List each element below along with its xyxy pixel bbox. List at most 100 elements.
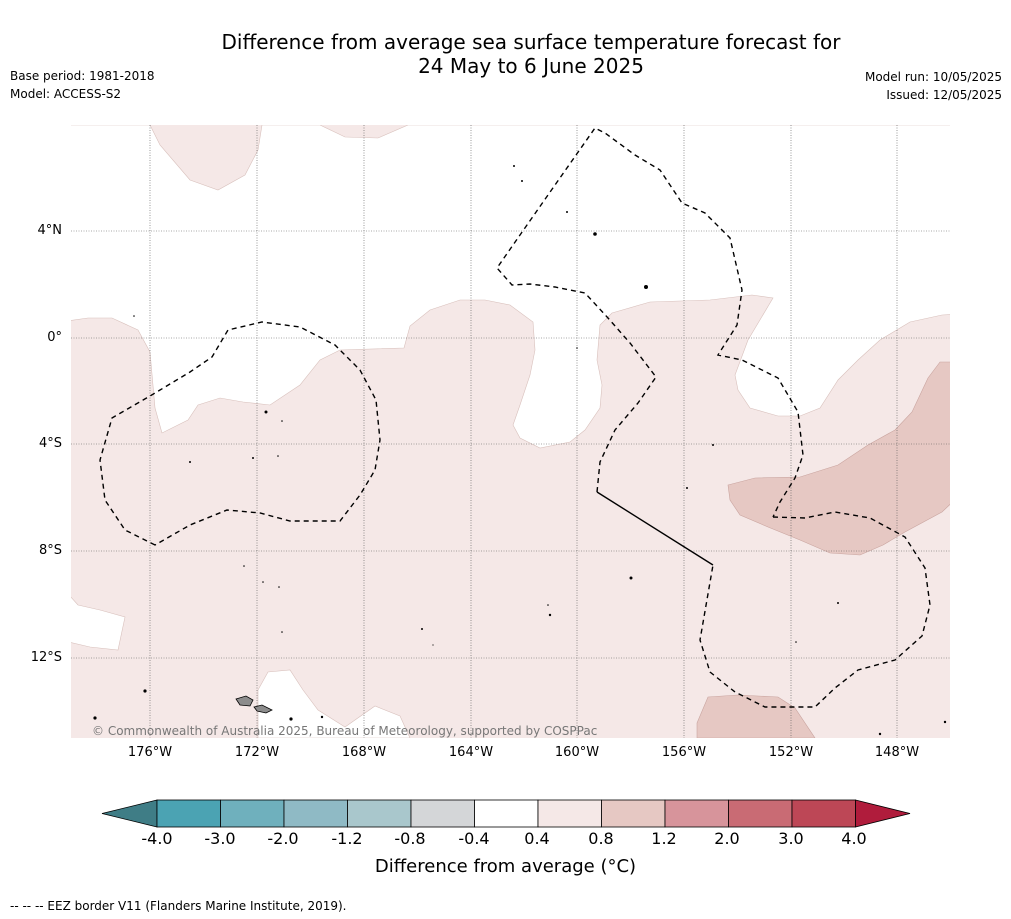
eez-border-line-islands xyxy=(496,127,804,518)
atoll-marker xyxy=(320,715,324,719)
colorbar-tick-label: 4.0 xyxy=(841,829,867,848)
colorbar-segments xyxy=(101,799,911,828)
colorbar-tick-label: 0.4 xyxy=(524,829,550,848)
colorbar-segment xyxy=(474,799,539,828)
atoll-marker xyxy=(712,444,714,446)
graticule xyxy=(71,125,950,738)
colorbar-tick-label: -2.0 xyxy=(267,829,299,848)
warm-region-east xyxy=(727,361,950,556)
atoll-marker xyxy=(277,455,279,457)
atoll-marker xyxy=(878,732,882,736)
title-line-1: Difference from average sea surface temp… xyxy=(221,30,841,54)
colorbar-segment xyxy=(347,799,412,828)
model-run: Model run: 10/05/2025 xyxy=(864,70,1002,84)
atoll-marker xyxy=(93,716,97,720)
atoll-marker xyxy=(421,628,423,630)
upolu-island xyxy=(253,704,273,714)
colorbar-segment xyxy=(283,799,348,828)
lon-label-148w: 148°W xyxy=(874,745,920,760)
atolls xyxy=(93,165,947,736)
colorbar-extend-high xyxy=(855,799,911,828)
atoll-marker xyxy=(547,604,549,606)
atoll-marker xyxy=(837,602,839,604)
neutral-region-north xyxy=(71,125,950,449)
lon-label-152w: 152°W xyxy=(768,745,814,760)
atoll-marker xyxy=(252,457,254,459)
colorbar-tick-label: -0.4 xyxy=(458,829,490,848)
title-line-2: 24 May to 6 June 2025 xyxy=(418,54,644,78)
meta-left: Base period: 1981-2018 Model: ACCESS-S2 xyxy=(10,67,155,103)
colorbar-segment xyxy=(601,799,666,828)
savaii-island xyxy=(235,695,254,707)
colorbar-segment xyxy=(410,799,475,828)
atoll-marker xyxy=(576,347,578,349)
atoll-marker xyxy=(281,420,283,422)
neutral-regions xyxy=(71,125,950,738)
eez-border-cook-islands xyxy=(699,511,931,708)
colorbar-tick-label: 3.0 xyxy=(778,829,804,848)
lon-label-156w: 156°W xyxy=(661,745,707,760)
atoll-marker xyxy=(189,461,191,463)
warm-region-southeast xyxy=(696,694,816,738)
lat-label-4n: 4°N xyxy=(37,223,63,238)
atoll-marker xyxy=(513,165,515,167)
map-area xyxy=(71,125,950,738)
atoll-marker xyxy=(243,565,245,567)
lon-label-176w: 176°W xyxy=(127,745,173,760)
atoll-marker xyxy=(133,315,135,317)
colorbar-tick-label: 0.8 xyxy=(588,829,614,848)
atoll-marker xyxy=(278,586,280,588)
colorbar-tick-label: -0.8 xyxy=(394,829,426,848)
colorbar-extend-low xyxy=(101,799,158,828)
neutral-region-southwest xyxy=(71,596,126,651)
lon-label-164w: 164°W xyxy=(448,745,494,760)
colorbar-segment xyxy=(791,799,856,828)
atoll-marker xyxy=(629,576,633,580)
colorbar-tick-label: 1.2 xyxy=(651,829,677,848)
map-title: Difference from average sea surface temp… xyxy=(0,30,1011,78)
colorbar-tick-label: -3.0 xyxy=(204,829,236,848)
atoll-marker xyxy=(264,410,268,414)
colorbar-segment xyxy=(156,799,221,828)
atoll-marker xyxy=(548,613,552,617)
atoll-marker xyxy=(686,487,688,489)
atoll-marker xyxy=(289,717,293,721)
colorbar-title: Difference from average (°C) xyxy=(374,856,637,877)
lon-label-168w: 168°W xyxy=(341,745,387,760)
atoll-marker xyxy=(281,631,283,633)
copyright-notice: © Commonwealth of Australia 2025, Bureau… xyxy=(92,724,598,738)
neutral-region-south xyxy=(257,669,411,738)
atoll-marker xyxy=(593,232,597,236)
lat-label-0: 0° xyxy=(47,330,62,345)
lat-label-4s: 4°S xyxy=(38,436,62,451)
eez-border-solid-segment xyxy=(596,491,714,566)
atoll-marker xyxy=(943,720,947,724)
atoll-marker xyxy=(262,581,264,583)
colorbar-segment xyxy=(664,799,729,828)
eez-borders xyxy=(99,127,931,708)
atoll-marker xyxy=(521,180,523,182)
lon-label-172w: 172°W xyxy=(234,745,280,760)
samoa-islands xyxy=(235,695,273,714)
meta-right: Model run: 10/05/2025 Issued: 12/05/2025 xyxy=(865,68,1002,104)
issued-date: Issued: 12/05/2025 xyxy=(886,88,1002,102)
colorbar-tick-label: -1.2 xyxy=(331,829,363,848)
lat-label-12s: 12°S xyxy=(30,650,62,665)
eez-border-tokelau xyxy=(99,321,381,546)
atoll-marker xyxy=(644,285,648,289)
colorbar-segment xyxy=(220,799,285,828)
model-name: Model: ACCESS-S2 xyxy=(10,87,122,101)
atoll-marker xyxy=(432,644,434,646)
atoll-marker xyxy=(143,689,147,693)
lon-label-160w: 160°W xyxy=(554,745,600,760)
base-period: Base period: 1981-2018 xyxy=(10,69,155,83)
warm-regions xyxy=(696,361,950,738)
atoll-marker xyxy=(566,211,568,213)
colorbar-tick-label: -4.0 xyxy=(141,829,173,848)
atoll-marker xyxy=(795,641,797,643)
colorbar-segment xyxy=(537,799,602,828)
colorbar-tick-label: 2.0 xyxy=(714,829,740,848)
lat-label-8s: 8°S xyxy=(38,543,62,558)
